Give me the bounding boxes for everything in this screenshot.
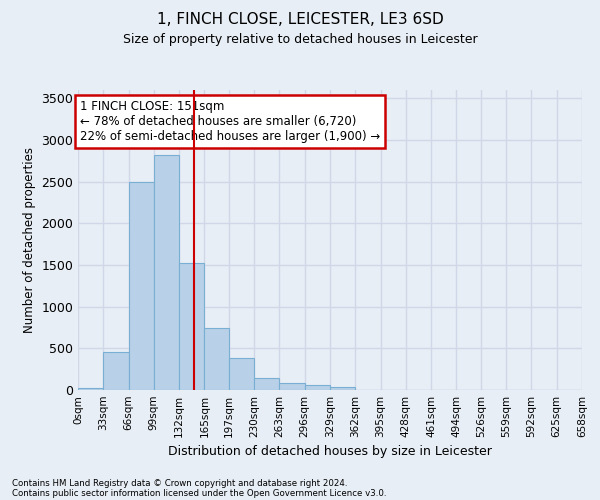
Text: Contains HM Land Registry data © Crown copyright and database right 2024.: Contains HM Land Registry data © Crown c… <box>12 478 347 488</box>
Text: Size of property relative to detached houses in Leicester: Size of property relative to detached ho… <box>122 32 478 46</box>
Bar <box>254 378 280 390</box>
Bar <box>229 358 254 390</box>
Bar <box>205 328 229 390</box>
Bar <box>280 384 305 390</box>
Bar <box>154 155 179 390</box>
Bar <box>305 386 330 390</box>
Text: 1, FINCH CLOSE, LEICESTER, LE3 6SD: 1, FINCH CLOSE, LEICESTER, LE3 6SD <box>157 12 443 28</box>
Bar <box>128 182 154 390</box>
Text: Contains public sector information licensed under the Open Government Licence v3: Contains public sector information licen… <box>12 488 386 498</box>
Bar <box>179 264 205 390</box>
Bar <box>330 386 355 390</box>
Bar <box>103 352 128 390</box>
Y-axis label: Number of detached properties: Number of detached properties <box>23 147 36 333</box>
Text: 1 FINCH CLOSE: 151sqm
← 78% of detached houses are smaller (6,720)
22% of semi-d: 1 FINCH CLOSE: 151sqm ← 78% of detached … <box>80 100 380 143</box>
Text: Distribution of detached houses by size in Leicester: Distribution of detached houses by size … <box>168 444 492 458</box>
Bar <box>78 388 103 390</box>
